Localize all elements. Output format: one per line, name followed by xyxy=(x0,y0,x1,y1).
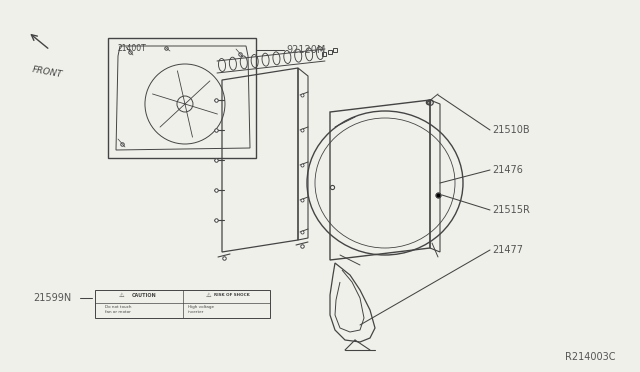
Text: FRONT: FRONT xyxy=(31,65,63,79)
Text: Do not touch
fan or motor: Do not touch fan or motor xyxy=(105,305,131,314)
Text: CAUTION: CAUTION xyxy=(132,293,156,298)
Text: 92120M: 92120M xyxy=(286,45,325,55)
Text: 21510B: 21510B xyxy=(492,125,530,135)
Text: 21477: 21477 xyxy=(492,245,523,255)
Text: 21400T: 21400T xyxy=(118,44,147,53)
Text: 21476: 21476 xyxy=(492,165,523,175)
Text: ⚠: ⚠ xyxy=(118,293,124,298)
Text: RISK OF SHOCK: RISK OF SHOCK xyxy=(214,293,250,297)
Bar xyxy=(108,38,256,158)
Text: High voltage
inverter: High voltage inverter xyxy=(188,305,214,314)
Text: 21599N: 21599N xyxy=(33,293,71,303)
Text: 21515R: 21515R xyxy=(492,205,530,215)
Text: R214003C: R214003C xyxy=(564,352,615,362)
Bar xyxy=(95,290,270,318)
Text: ⚠: ⚠ xyxy=(206,293,212,298)
